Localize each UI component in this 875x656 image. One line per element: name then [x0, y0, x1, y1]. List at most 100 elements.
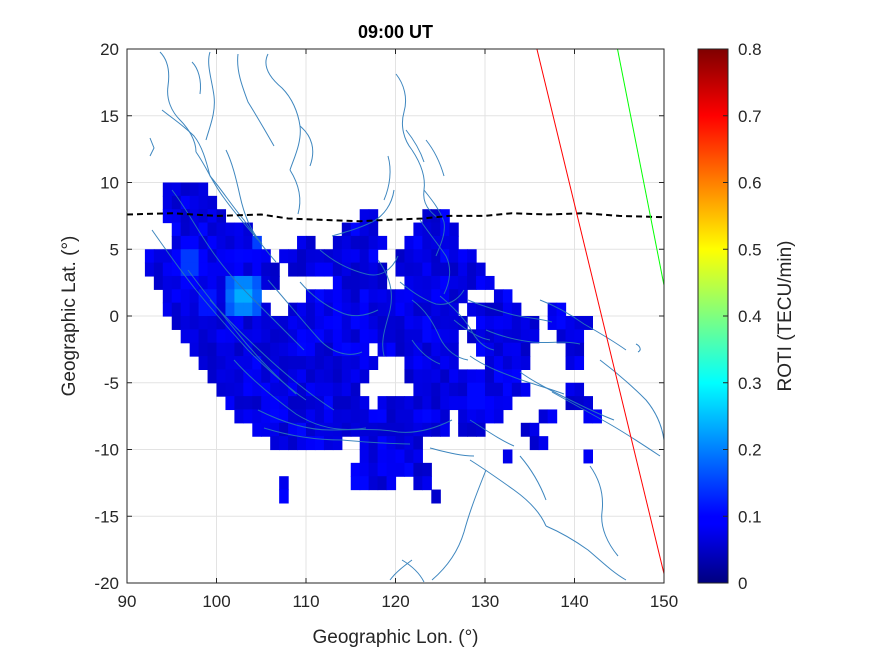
- roti-cell: [359, 316, 370, 330]
- roti-cell: [270, 422, 280, 437]
- roti-cell: [422, 462, 432, 477]
- roti-cell: [458, 369, 468, 384]
- roti-cell: [270, 369, 280, 384]
- roti-cell: [243, 222, 253, 237]
- roti-cell: [395, 449, 406, 464]
- roti-cell: [359, 462, 370, 477]
- roti-cell: [323, 369, 334, 384]
- roti-cell: [413, 222, 423, 237]
- roti-cell: [404, 409, 414, 424]
- roti-cell: [520, 422, 531, 437]
- roti-cell: [288, 396, 298, 411]
- roti-cell: [198, 249, 209, 264]
- roti-cell: [476, 396, 486, 411]
- roti-cell: [359, 356, 370, 370]
- roti-cell: [252, 422, 262, 437]
- roti-cell: [332, 289, 343, 304]
- roti-cell: [270, 329, 280, 344]
- roti-cell: [431, 249, 441, 264]
- roti-cell: [493, 289, 504, 304]
- roti-cell: [431, 275, 441, 290]
- roti-cell: [583, 409, 593, 424]
- roti-cell: [341, 289, 352, 304]
- roti-cell: [368, 462, 379, 477]
- roti-cell: [350, 356, 361, 370]
- roti-cell: [476, 369, 486, 384]
- roti-cell: [171, 316, 182, 330]
- roti-cell: [386, 422, 397, 437]
- roti-cell: [216, 302, 227, 317]
- roti-cell: [413, 356, 423, 370]
- roti-cell: [377, 302, 388, 317]
- roti-cell: [485, 302, 495, 317]
- roti-cell: [350, 396, 361, 411]
- roti-cell: [261, 422, 271, 437]
- overlay-line: [536, 49, 664, 574]
- roti-cell: [502, 396, 513, 411]
- roti-cell: [279, 436, 289, 451]
- roti-cell: [431, 222, 441, 237]
- roti-cell: [198, 275, 209, 290]
- roti-cell: [207, 329, 218, 344]
- roti-cell: [306, 436, 316, 451]
- roti-cell: [359, 302, 370, 317]
- roti-cell: [314, 369, 325, 384]
- roti-cell: [314, 382, 325, 397]
- roti-cell: [297, 396, 307, 411]
- colorbar-tick-label: 0.2: [738, 441, 762, 460]
- roti-cell: [395, 436, 406, 451]
- roti-cell: [350, 369, 361, 384]
- roti-cell: [261, 249, 271, 264]
- roti-cell: [574, 382, 585, 397]
- roti-cell: [476, 275, 486, 290]
- roti-cell: [422, 289, 432, 304]
- roti-cell: [556, 329, 567, 344]
- roti-cell: [332, 409, 343, 424]
- roti-cell: [171, 222, 182, 237]
- roti-cell: [261, 409, 271, 424]
- roti-cell: [341, 396, 352, 411]
- roti-cell: [440, 396, 450, 411]
- roti-cell: [583, 449, 593, 464]
- roti-cell: [511, 369, 522, 384]
- roti-cell: [413, 235, 423, 250]
- roti-cell: [171, 182, 182, 197]
- roti-cell: [288, 436, 298, 451]
- roti-cell: [350, 262, 361, 277]
- roti-cell: [341, 275, 352, 290]
- roti-cell: [422, 329, 432, 344]
- roti-cell: [288, 356, 298, 370]
- roti-cell: [252, 262, 262, 277]
- roti-cell: [234, 342, 244, 357]
- roti-cell: [404, 262, 414, 277]
- roti-cell: [171, 289, 182, 304]
- roti-cell: [493, 316, 504, 330]
- roti-cell: [341, 342, 352, 357]
- roti-cell: [547, 302, 558, 317]
- roti-cell: [162, 195, 173, 210]
- roti-cell: [279, 422, 289, 437]
- roti-cell: [422, 249, 432, 264]
- roti-cell: [467, 329, 477, 344]
- y-tick-label: 5: [110, 240, 119, 259]
- roti-cell: [368, 316, 379, 330]
- roti-cell: [189, 235, 200, 250]
- roti-cell: [440, 302, 450, 317]
- roti-cell: [270, 382, 280, 397]
- roti-cell: [502, 342, 513, 357]
- roti-cell: [386, 396, 397, 411]
- roti-cell: [511, 382, 522, 397]
- roti-cell: [386, 462, 397, 477]
- roti-cell: [341, 369, 352, 384]
- roti-cell: [413, 476, 423, 491]
- roti-cell: [306, 302, 316, 317]
- roti-cell: [225, 396, 235, 411]
- roti-cell: [189, 289, 200, 304]
- roti-cell: [493, 342, 504, 357]
- roti-cell: [368, 235, 379, 250]
- roti-cell: [476, 409, 486, 424]
- roti-cell: [359, 329, 370, 344]
- roti-cell: [171, 262, 182, 277]
- roti-cell: [422, 302, 432, 317]
- roti-cell: [252, 275, 262, 290]
